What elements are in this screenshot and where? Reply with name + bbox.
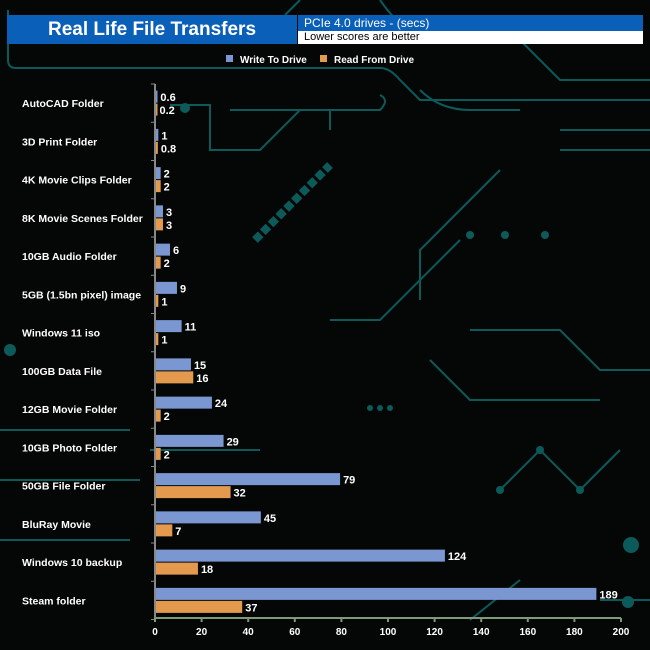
data-label: 79 <box>343 475 355 487</box>
x-tick-label: 140 <box>473 627 490 638</box>
data-label: 0.8 <box>161 143 176 155</box>
data-label: 37 <box>245 602 257 614</box>
data-label: 124 <box>448 551 467 563</box>
bar-write <box>156 587 597 600</box>
data-label: 6 <box>173 245 179 257</box>
data-label: 45 <box>264 513 276 525</box>
category-label: 50GB File Folder <box>22 481 105 493</box>
chart-title: Real Life File Transfers <box>7 15 297 44</box>
chart-subtitle: PCIe 4.0 drives - (secs) <box>298 15 643 31</box>
data-label: 24 <box>215 398 228 410</box>
bar-write <box>156 511 261 524</box>
bar-write <box>156 243 170 256</box>
category-label: 5GB (1.5bn pixel) image <box>22 289 141 301</box>
bar-read <box>156 103 158 116</box>
data-label: 1 <box>161 335 167 347</box>
bar-read <box>156 524 173 537</box>
bar-write <box>156 205 163 218</box>
category-label: 4K Movie Clips Folder <box>22 175 132 187</box>
x-tick-label: 120 <box>426 627 443 638</box>
bar-read <box>156 409 161 422</box>
category-label: Windows 10 backup <box>22 557 122 569</box>
bar-write <box>156 358 191 371</box>
x-tick-label: 200 <box>613 627 630 638</box>
bar-write <box>156 473 341 486</box>
x-tick-label: 40 <box>243 627 255 638</box>
data-label: 2 <box>164 411 170 423</box>
data-label: 32 <box>234 488 246 500</box>
bar-read <box>156 141 158 154</box>
category-label: 10GB Photo Folder <box>22 442 117 454</box>
chart-note: Lower scores are better <box>298 31 643 44</box>
x-tick-label: 180 <box>566 627 583 638</box>
bar-write <box>156 167 161 180</box>
bar-write <box>156 281 177 294</box>
data-label: 7 <box>175 526 181 538</box>
bar-write <box>156 128 159 141</box>
x-tick-label: 60 <box>289 627 301 638</box>
legend-swatch-1 <box>320 55 327 62</box>
category-label: Windows 11 iso <box>22 328 100 340</box>
bar-read <box>156 562 198 575</box>
bar-read <box>156 371 194 384</box>
x-tick-label: 80 <box>336 627 348 638</box>
legend-label-0: Write To Drive <box>240 55 307 66</box>
data-label: 29 <box>227 436 239 448</box>
bar-write <box>156 90 158 103</box>
bar-write <box>156 549 445 562</box>
x-tick-label: 20 <box>196 627 208 638</box>
bar-read <box>156 486 231 499</box>
data-label: 0.2 <box>159 105 174 117</box>
data-label: 0.6 <box>160 92 175 104</box>
data-label: 189 <box>599 589 617 601</box>
bar-read <box>156 256 161 269</box>
bar-write <box>156 320 182 333</box>
data-label: 11 <box>185 322 197 334</box>
bar-read <box>156 294 159 307</box>
category-label: 12GB Movie Folder <box>22 404 117 416</box>
data-label: 3 <box>166 207 172 219</box>
data-label: 1 <box>161 296 167 308</box>
data-label: 2 <box>164 182 170 194</box>
data-label: 2 <box>164 449 170 461</box>
legend-swatch-0 <box>226 55 233 62</box>
data-label: 9 <box>180 283 186 295</box>
data-label: 16 <box>196 373 208 385</box>
bar-read <box>156 218 163 231</box>
category-label: 100GB Data File <box>22 366 102 378</box>
x-tick-label: 0 <box>152 627 158 638</box>
bar-read <box>156 333 159 346</box>
data-label: 2 <box>164 169 170 181</box>
bar-write <box>156 434 224 447</box>
legend-label-1: Read From Drive <box>334 55 414 66</box>
category-label: AutoCAD Folder <box>22 98 104 110</box>
x-tick-label: 100 <box>380 627 397 638</box>
category-label: BluRay Movie <box>22 519 91 531</box>
bar-write <box>156 396 212 409</box>
category-label: 8K Movie Scenes Folder <box>22 213 143 225</box>
data-label: 15 <box>194 360 206 372</box>
bar-read <box>156 180 161 193</box>
data-label: 1 <box>161 130 167 142</box>
data-label: 3 <box>166 220 172 232</box>
x-tick-label: 160 <box>519 627 536 638</box>
category-label: 3D Print Folder <box>22 136 97 148</box>
data-label: 18 <box>201 564 213 576</box>
data-label: 2 <box>164 258 170 270</box>
category-label: Steam folder <box>22 595 86 607</box>
bar-read <box>156 600 243 613</box>
bar-read <box>156 447 161 460</box>
category-label: 10GB Audio Folder <box>22 251 117 263</box>
